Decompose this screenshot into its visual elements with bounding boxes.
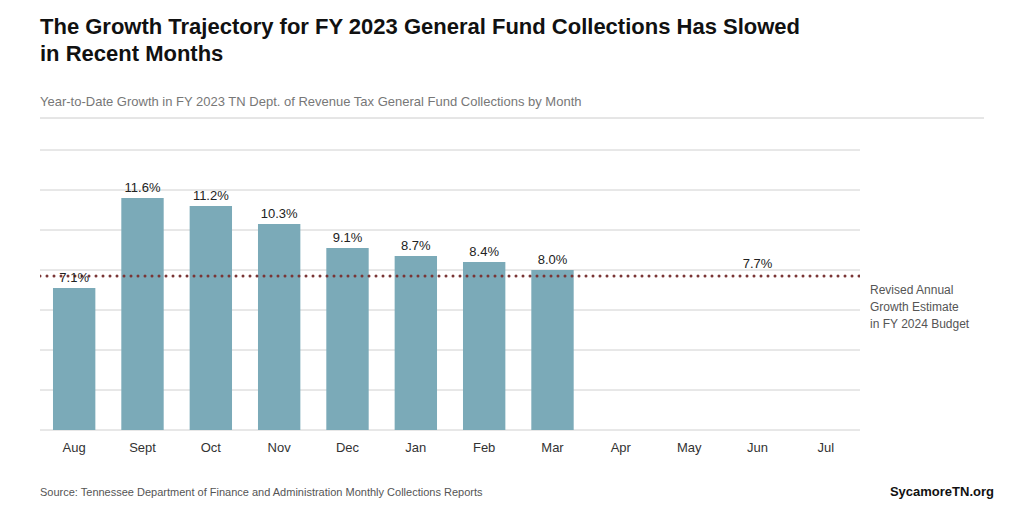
x-tick-label: Nov bbox=[268, 440, 292, 455]
text-line: in Recent Months bbox=[40, 41, 223, 66]
chart: The Growth Trajectory for FY 2023 Genera… bbox=[0, 0, 1024, 512]
x-tick-label: Jul bbox=[818, 440, 835, 455]
x-tick-label: Dec bbox=[336, 440, 360, 455]
data-label: 7.1% bbox=[59, 270, 89, 285]
bar bbox=[531, 270, 573, 430]
title: The Growth Trajectory for FY 2023 Genera… bbox=[40, 14, 800, 66]
data-label: 11.6% bbox=[125, 180, 161, 195]
data-label: 10.3% bbox=[261, 206, 298, 221]
x-tick-label: Jan bbox=[405, 440, 426, 455]
x-tick-label: Sept bbox=[129, 440, 156, 455]
bar bbox=[395, 256, 437, 430]
credit: SycamoreTN.org bbox=[890, 484, 994, 499]
text-line: Revised Annual bbox=[870, 283, 953, 297]
reference-label: 7.7% bbox=[743, 256, 773, 271]
marks bbox=[40, 198, 860, 430]
bar bbox=[190, 206, 232, 430]
x-tick-label: Jun bbox=[747, 440, 768, 455]
grid-line bbox=[40, 150, 860, 151]
grid bbox=[40, 150, 860, 430]
data-label: 8.0% bbox=[538, 252, 568, 267]
x-tick-label: Oct bbox=[201, 440, 222, 455]
bar bbox=[258, 224, 300, 430]
x-tick-label: Mar bbox=[541, 440, 564, 455]
bar bbox=[463, 262, 505, 430]
data-label: 8.4% bbox=[469, 244, 499, 259]
bar bbox=[53, 288, 95, 430]
subtitle: Year-to-Date Growth in FY 2023 TN Dept. … bbox=[40, 94, 581, 109]
reference-line bbox=[40, 275, 860, 278]
bar bbox=[121, 198, 163, 430]
x-tick-label: Feb bbox=[473, 440, 495, 455]
x-tick-label: May bbox=[677, 440, 702, 455]
separator bbox=[40, 118, 984, 119]
data-label: 8.7% bbox=[401, 238, 431, 253]
data-label: 9.1% bbox=[333, 230, 363, 245]
data-label: 11.2% bbox=[193, 188, 229, 203]
source: Source: Tennessee Department of Finance … bbox=[40, 486, 483, 498]
annotation: Revised Annual Growth Estimate in FY 2024 … bbox=[870, 283, 970, 331]
background bbox=[0, 0, 1024, 512]
text-line: The Growth Trajectory for FY 2023 Genera… bbox=[40, 14, 800, 39]
x-tick-label: Apr bbox=[611, 440, 632, 455]
x-tick-label: Aug bbox=[63, 440, 86, 455]
grid-line bbox=[40, 190, 860, 191]
text-line: in FY 2024 Budget bbox=[870, 317, 970, 331]
text-line: Growth Estimate bbox=[870, 300, 959, 314]
